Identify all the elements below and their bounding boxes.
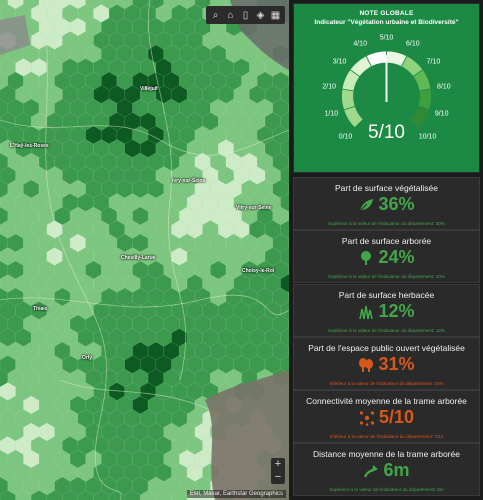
indicator-number: 31% bbox=[378, 354, 415, 374]
network-icon bbox=[359, 410, 375, 426]
hex-cell bbox=[77, 490, 94, 500]
indicator-comparison-note: Inférieur à la valeur de l'indicateur du… bbox=[329, 381, 444, 386]
indicator-number: 36% bbox=[378, 194, 415, 214]
place-label: Thiais bbox=[33, 306, 48, 312]
score-value: 5/10 bbox=[368, 122, 405, 143]
score-gauge bbox=[341, 50, 432, 129]
global-score-card: NOTE GLOBALE Indicateur "Végétation urba… bbox=[293, 3, 480, 173]
arrow-icon bbox=[363, 463, 379, 479]
hex-cell bbox=[46, 490, 63, 500]
gauge-segment bbox=[341, 88, 356, 111]
home-icon[interactable]: ⌂ bbox=[227, 9, 234, 21]
indicator-card: Distance moyenne de la trame arborée 6m Su… bbox=[293, 443, 480, 496]
hex-cell bbox=[0, 490, 16, 500]
hex-grid-layer bbox=[0, 0, 289, 500]
gauge-tick-label: 9/10 bbox=[434, 110, 449, 118]
place-label: Villejuif bbox=[140, 86, 158, 92]
indicator-card: Part de surface herbacée 12% Supérieur à l… bbox=[293, 284, 480, 337]
hex-cell bbox=[93, 490, 110, 500]
gauge-tick-label: 6/10 bbox=[406, 40, 420, 48]
zoom-out-button[interactable]: − bbox=[274, 471, 282, 483]
leaf-icon bbox=[358, 197, 374, 213]
place-label: L'Haÿ-les-Roses bbox=[10, 143, 49, 149]
indicator-value: 31% bbox=[294, 354, 479, 375]
gauge-tick-label: 5/10 bbox=[379, 34, 394, 42]
trees-icon bbox=[358, 357, 374, 373]
indicator-value: 24% bbox=[294, 247, 479, 268]
gauge-tick-label: 2/10 bbox=[322, 83, 337, 91]
tree-icon bbox=[358, 250, 374, 266]
indicator-value: 5/10 bbox=[294, 407, 479, 428]
indicator-comparison-note: Supérieur à la valeur de l'indicateur du… bbox=[327, 274, 446, 279]
commune-boundary bbox=[0, 294, 289, 316]
gauge-tick-label: 1/10 bbox=[324, 110, 339, 118]
commune-boundary bbox=[39, 0, 122, 500]
score-title: NOTE GLOBALE bbox=[359, 10, 414, 17]
commune-boundary bbox=[148, 0, 187, 381]
indicator-value: 6m bbox=[294, 460, 479, 481]
indicator-value: 12% bbox=[294, 301, 479, 322]
indicator-comparison-note: Inférieur à la valeur de l'indicateur du… bbox=[329, 434, 444, 439]
indicator-card: Part de l'espace public ouvert végétalis… bbox=[293, 337, 480, 390]
gauge-tick-label: 0/10 bbox=[338, 133, 353, 141]
gauge-tick-label: 4/10 bbox=[353, 40, 367, 48]
gauge-segment bbox=[409, 105, 430, 129]
map-toolbar: ⌕ ⌂ ▯ ◈ ▦ bbox=[206, 6, 285, 24]
indicator-title: Distance moyenne de la trame arborée bbox=[313, 449, 460, 459]
indicator-number: 5/10 bbox=[378, 407, 415, 427]
zoom-control: + − bbox=[271, 458, 285, 484]
urban-area bbox=[205, 370, 289, 500]
indicator-title: Part de surface arborée bbox=[341, 236, 432, 246]
indicator-number: 6m bbox=[383, 460, 410, 480]
map-attribution: Esri, Maxar, Earthstar Geographics bbox=[186, 490, 286, 498]
commune-boundary bbox=[59, 379, 231, 421]
gauge-tick-label: 8/10 bbox=[436, 83, 451, 91]
hex-cell bbox=[140, 490, 157, 500]
score-subtitle: Indicateur "Végétation urbaine et Biodiv… bbox=[314, 19, 459, 26]
zoom-in-button[interactable]: + bbox=[274, 458, 282, 470]
page-icon[interactable]: ▯ bbox=[242, 9, 249, 21]
hex-cell bbox=[30, 490, 48, 500]
hex-cell bbox=[171, 490, 188, 500]
grass-icon bbox=[358, 304, 374, 320]
indicator-card: Part de surface arborée 24% Supérieur à la… bbox=[293, 230, 480, 283]
place-label: Choisy-le-Roi bbox=[242, 268, 275, 274]
commune-boundary bbox=[0, 119, 289, 156]
search-icon[interactable]: ⌕ bbox=[212, 9, 219, 21]
indicator-comparison-note: Supérieur à la valeur de l'indicateur du… bbox=[329, 487, 444, 492]
gauge-tick-label: 3/10 bbox=[332, 58, 347, 66]
indicator-title: Connectivité moyenne de la trame arborée bbox=[306, 396, 467, 406]
indicator-comparison-note: Supérieur à la valeur de l'indicateur du… bbox=[327, 221, 446, 226]
layers-icon[interactable]: ◈ bbox=[256, 9, 265, 21]
place-label: Chevilly-Larue bbox=[121, 255, 156, 261]
indicator-number: 12% bbox=[378, 301, 415, 321]
indicator-comparison-note: Supérieur à la valeur de l'indicateur du… bbox=[327, 328, 446, 333]
place-label: Ivry-sur-Seine bbox=[172, 178, 206, 184]
hex-cell bbox=[15, 490, 32, 500]
grid-icon[interactable]: ▦ bbox=[270, 9, 281, 21]
indicator-panel: NOTE GLOBALE Indicateur "Végétation urba… bbox=[290, 0, 483, 500]
indicator-card: Connectivité moyenne de la trame arborée… bbox=[293, 390, 480, 443]
indicator-number: 24% bbox=[378, 247, 415, 267]
hex-cell bbox=[62, 490, 79, 500]
indicator-title: Part de l'espace public ouvert végétalis… bbox=[308, 343, 465, 353]
indicator-value: 36% bbox=[294, 194, 479, 215]
gauge-tick-label: 10/10 bbox=[418, 133, 437, 141]
indicator-title: Part de surface végétalisée bbox=[334, 183, 438, 193]
hex-cell bbox=[155, 490, 172, 500]
indicator-title: Part de surface herbacée bbox=[338, 290, 435, 300]
urban-area bbox=[0, 15, 30, 55]
hex-cell bbox=[186, 490, 203, 500]
map-view[interactable]: ⌕ ⌂ ▯ ◈ ▦ Villejuif L'Haÿ-les-Roses Chev… bbox=[0, 0, 289, 500]
hex-cell bbox=[124, 490, 141, 500]
indicator-card: Part de surface végétalisée 36% Supérieur … bbox=[293, 177, 480, 230]
place-label: Vitry-sur-Seine bbox=[236, 205, 272, 211]
gauge-tick-label: 7/10 bbox=[426, 58, 441, 66]
place-label: Orly bbox=[82, 355, 93, 361]
